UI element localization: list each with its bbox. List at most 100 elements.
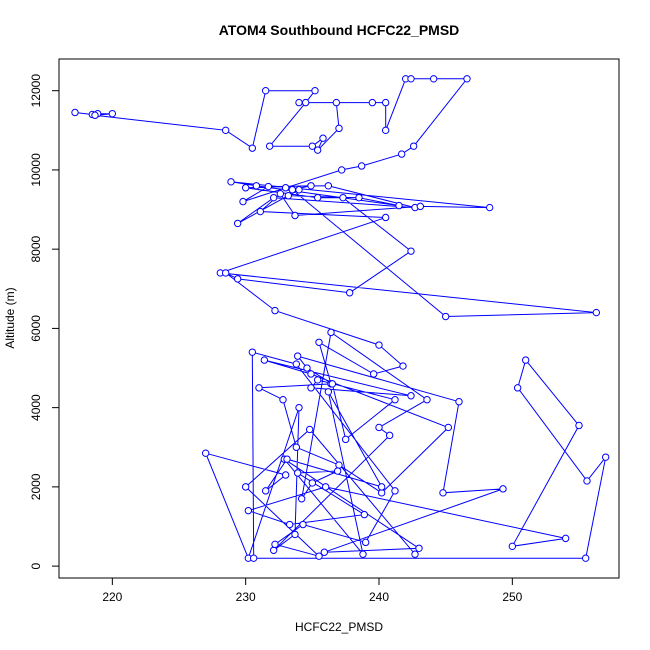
data-point — [221, 126, 230, 135]
data-point — [233, 275, 242, 283]
data-point — [308, 142, 317, 150]
data-point — [345, 289, 354, 297]
data-point — [284, 191, 293, 200]
data-point — [381, 126, 390, 135]
data-point — [407, 247, 415, 255]
data-point — [592, 308, 601, 317]
data-point — [201, 449, 210, 457]
x-tick-label: 240 — [369, 590, 389, 604]
data-point — [307, 370, 315, 378]
data-point — [249, 554, 258, 562]
data-point — [397, 150, 406, 158]
data-point — [583, 477, 591, 485]
data-point — [407, 75, 415, 83]
data-point — [361, 538, 370, 547]
data-point — [319, 134, 327, 142]
data-point — [313, 376, 322, 384]
y-tick-label: 2000 — [29, 473, 43, 500]
data-point — [221, 269, 230, 277]
data-point — [416, 202, 425, 211]
data-point — [260, 356, 269, 364]
data-point — [332, 98, 341, 107]
data-point — [360, 510, 369, 519]
data-point — [293, 352, 302, 360]
data-point — [283, 455, 291, 463]
data-point — [399, 362, 407, 370]
data-point — [255, 384, 263, 392]
data-point — [305, 425, 314, 434]
y-axis: 0 2000 4000 6000 8000 10000 12000 — [29, 74, 60, 569]
data-point — [415, 544, 423, 552]
series-line — [74, 78, 607, 560]
data-point — [429, 75, 438, 83]
data-point — [391, 396, 399, 404]
data-point — [321, 483, 330, 491]
data-point — [301, 98, 310, 107]
data-point — [441, 312, 450, 321]
data-point — [265, 142, 274, 150]
data-point — [71, 108, 79, 117]
data-point — [281, 471, 290, 479]
data-point — [327, 328, 335, 337]
data-point — [271, 306, 279, 315]
data-point — [295, 403, 303, 412]
data-point — [313, 146, 322, 154]
y-tick-label: 10000 — [29, 153, 43, 187]
data-point — [241, 184, 250, 192]
data-point — [244, 506, 253, 515]
data-point — [521, 356, 530, 364]
y-tick-label: 12000 — [29, 74, 43, 108]
x-axis: 220 230 240 250 — [102, 577, 523, 604]
data-point — [227, 178, 235, 186]
data-point — [281, 184, 290, 192]
data-point — [308, 479, 317, 487]
data-point — [324, 388, 333, 396]
data-point — [508, 542, 517, 551]
data-point — [233, 219, 242, 228]
data-point — [313, 193, 322, 202]
data-point — [256, 207, 265, 216]
data-point — [276, 190, 285, 198]
x-axis-label: HCFC22_PMSD — [295, 620, 383, 634]
data-point — [335, 124, 343, 133]
y-tick-label: 0 — [29, 562, 43, 569]
data-point — [375, 423, 383, 432]
data-point — [261, 86, 270, 95]
data-point — [391, 487, 399, 495]
data-point — [248, 144, 257, 152]
data-point — [248, 348, 257, 356]
data-point — [299, 520, 307, 529]
data-point — [252, 182, 261, 190]
data-point — [377, 483, 386, 491]
data-point — [269, 546, 278, 554]
data-point — [355, 193, 363, 202]
data-point — [513, 384, 522, 392]
data-point — [375, 341, 383, 349]
data-point — [291, 530, 299, 539]
data-point — [324, 182, 333, 190]
data-point — [409, 142, 418, 150]
data-point — [293, 469, 302, 477]
data-point — [359, 550, 367, 558]
data-point — [279, 396, 287, 404]
data-point — [368, 98, 377, 107]
data-point — [341, 435, 350, 444]
data-point — [261, 487, 270, 495]
data-point — [315, 552, 323, 560]
data-point — [333, 467, 342, 475]
y-tick-label: 4000 — [29, 394, 43, 421]
data-point — [291, 211, 299, 220]
data-point — [295, 186, 303, 194]
data-point — [381, 98, 390, 107]
data-point — [407, 392, 415, 400]
data-point — [411, 550, 419, 558]
y-tick-label: 8000 — [29, 235, 43, 262]
data-point — [444, 423, 453, 432]
data-point — [337, 166, 346, 174]
data-point — [423, 396, 431, 404]
data-point — [241, 483, 250, 491]
y-axis-label: Altitude (m) — [3, 287, 17, 348]
data-point — [285, 520, 294, 529]
data-point — [264, 182, 273, 191]
data-point — [295, 98, 303, 107]
